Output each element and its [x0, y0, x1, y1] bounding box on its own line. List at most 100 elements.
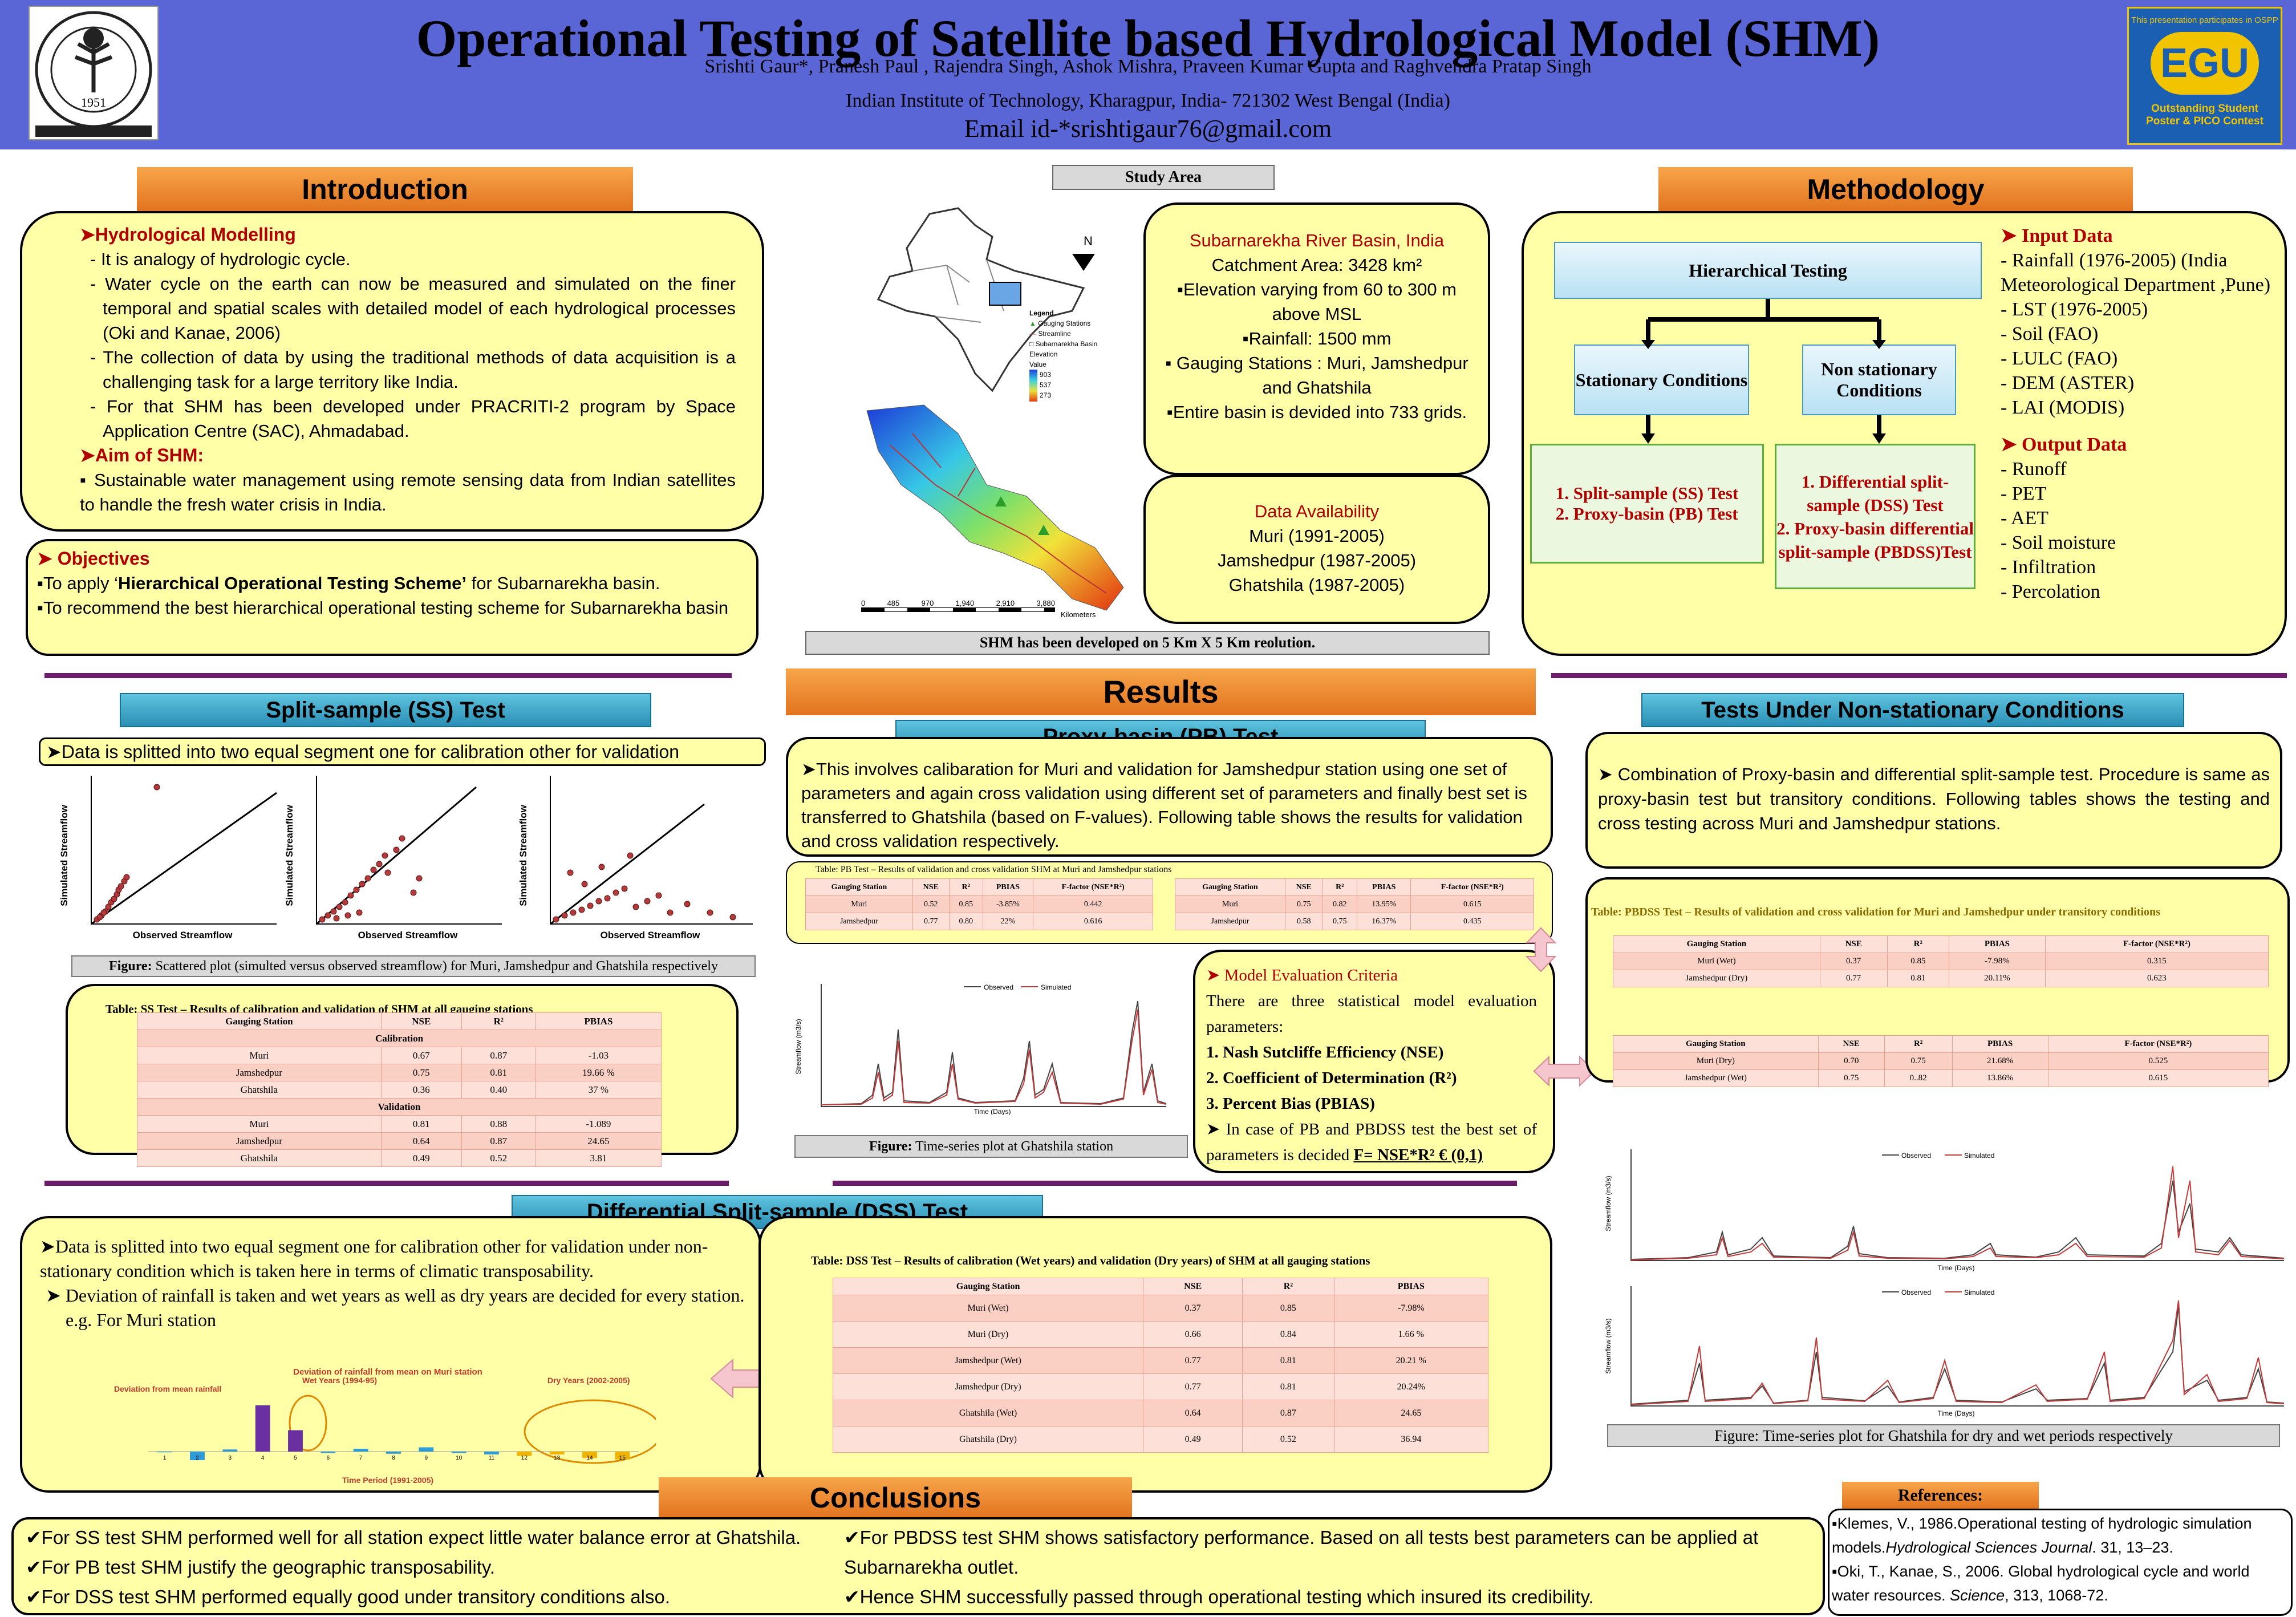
ss-figure-caption: Figure: Scattered plot (simulted versus … — [71, 955, 756, 977]
cell: 0.87 — [1242, 1400, 1334, 1426]
cell: 0.616 — [1033, 913, 1153, 930]
cell: Muri (Wet) — [832, 1295, 1144, 1322]
input-data-title: Input Data — [2022, 225, 2113, 246]
deviation-bar — [288, 1430, 303, 1452]
cell: Ghatshila — [137, 1149, 382, 1167]
iit-year: 1951 — [81, 95, 106, 110]
deviation-bar — [615, 1452, 630, 1460]
criteria-text: ➤ Model Evaluation Criteria There are th… — [1206, 966, 1537, 1164]
ts-xlabel: Time (Days) — [974, 1108, 1011, 1115]
cell: 0..82 — [1884, 1069, 1953, 1087]
criteria-item: 2. Coefficient of Determination (R²) — [1206, 1069, 1457, 1087]
pbdss-table-title: Table: PBDSS Test – Results of validatio… — [1591, 906, 2160, 918]
nonstationary-test: 2. Proxy-basin differential split-sample… — [1776, 518, 1974, 562]
cell: Muri (Dry) — [832, 1321, 1144, 1348]
scale-label: 0 — [861, 599, 866, 607]
scatter-ylabel: Simulated Streamflow — [59, 804, 70, 906]
table-row: Jamshedpur 0.75 0.81 19.66 % — [137, 1064, 662, 1081]
cell: 1.66 % — [1333, 1321, 1489, 1348]
scatter-plot-muri: Observed Streamflow Simulated Streamflow — [57, 770, 279, 941]
legend-simulated: Simulated — [1964, 1152, 1994, 1160]
stationary-box: Stationary Conditions — [1574, 345, 1749, 415]
input-item: - LULC (FAO) — [2001, 348, 2118, 369]
cell: 22% — [982, 913, 1034, 930]
cell: 24.65 — [535, 1132, 662, 1150]
reference-1-journal: Hydrological Sciences Journal — [1885, 1539, 2092, 1556]
scatter-ylabel: Simulated Streamflow — [284, 804, 295, 906]
reference-2: Oki, T., Kanae, S., 2006. Global hydrolo… — [1832, 1563, 2250, 1604]
study-caption: SHM has been developed on 5 Km X 5 Km re… — [805, 631, 1490, 655]
cell: Jamshedpur (Dry) — [1613, 970, 1820, 987]
col-header: Gauging Station — [805, 878, 913, 896]
cell: 0.64 — [380, 1132, 462, 1150]
affiliation: Indian Institute of Technology, Kharagpu… — [846, 90, 1450, 111]
divider — [1551, 673, 2287, 678]
col-header: Gauging Station — [137, 1012, 382, 1030]
col-header: Gauging Station — [832, 1278, 1144, 1295]
basin-line: ▪ Gauging Stations : Muri, Jamshedpur an… — [1165, 353, 1469, 398]
legend-item: Value — [1029, 360, 1046, 368]
pb-table-title: Table: PB Test – Results of validation a… — [816, 865, 1172, 874]
scatter-plot-ghatshila: Observed Streamflow Simulated Streamflow — [516, 770, 756, 941]
conclusions-right: ✔For PBDSS test SHM shows satisfactory p… — [844, 1527, 1759, 1607]
authors: Srishti Gaur*, Pranesh Paul , Rajendra S… — [704, 56, 1592, 77]
scatter-plot-jamshedpur: Observed Streamflow Simulated Streamflow — [282, 770, 505, 941]
col-header: Gauging Station — [1175, 878, 1285, 896]
cell: 13.86% — [1952, 1069, 2048, 1087]
col-header: Gauging Station — [1613, 935, 1820, 953]
cell: 0.40 — [461, 1081, 536, 1099]
intro-panel — [20, 211, 764, 532]
pb-text: ➤This involves calibaration for Muri and… — [801, 759, 1527, 851]
deviation-bar — [222, 1449, 238, 1452]
cell: 13.95% — [1357, 895, 1411, 913]
conclusions-heading: Conclusions — [659, 1477, 1132, 1518]
table-row: Jamshedpur (Wet) 0.77 0.81 20.21 % — [832, 1347, 1489, 1374]
basin-text: Subarnarekha River Basin, India Catchmen… — [1161, 228, 1473, 424]
table-row: Muri (Wet) 0.37 0.85 -7.98% — [832, 1295, 1489, 1322]
deviation-bar — [484, 1452, 499, 1454]
output-item: - Runoff — [2001, 459, 2067, 480]
cell: Jamshedpur (Wet) — [832, 1347, 1144, 1374]
reference-1: Klemes, V., 1986.Operational testing of … — [1832, 1515, 2252, 1556]
cell: 0.77 — [912, 913, 950, 930]
col-header: F-factor (NSE*R²) — [2045, 935, 2269, 953]
iit-logo: 1951 — [29, 6, 159, 140]
input-item: - DEM (ASTER) — [2001, 372, 2135, 394]
intro-text: ➤Hydrological Modelling - It is analogy … — [80, 224, 736, 514]
intro-h2: Aim of SHM: — [95, 445, 204, 465]
nonstationary-panel — [1585, 732, 2282, 869]
col-header: Gauging Station — [1613, 1035, 1819, 1053]
intro-item: Water cycle on the earth can now be meas… — [103, 274, 736, 343]
col-header: PBIAS — [1357, 878, 1411, 896]
cell: Jamshedpur (Wet) — [1613, 1069, 1819, 1087]
scale-label: 3,880 — [1036, 599, 1055, 607]
cell: 0.82 — [1322, 895, 1358, 913]
objectives-panel — [26, 539, 758, 656]
references-heading: References: — [1842, 1482, 2039, 1509]
output-item: - Percolation — [2001, 581, 2100, 602]
svg-text:N: N — [1084, 234, 1093, 248]
cell: Jamshedpur — [137, 1064, 382, 1081]
cell: 0.58 — [1284, 913, 1323, 930]
cell: 0.52 — [912, 895, 950, 913]
legend-simulated: Simulated — [1041, 983, 1071, 991]
cell: 0.77 — [1143, 1347, 1243, 1374]
nonstationary-text-body: Combination of Proxy-basin and different… — [1598, 764, 2270, 833]
table-row: Muri 0.81 0.88 -1.089 — [137, 1115, 662, 1133]
intro-heading: Introduction — [137, 167, 633, 212]
legend-value: 903 — [1040, 371, 1052, 379]
reference-2-journal: Science — [1950, 1587, 2005, 1604]
table-row: Muri (Dry) 0.70 0.75 21.68% 0.525 — [1613, 1052, 2269, 1070]
conclusions-left: ✔For SS test SHM performed well for all … — [26, 1527, 801, 1607]
map-legend: Legend ▲ Gauging Stations — Streamline □… — [1029, 308, 1109, 416]
cell: 0.52 — [1242, 1426, 1334, 1453]
intro-item: For that SHM has been developed under PR… — [103, 396, 736, 441]
figure-caption-text: Scattered plot (simulted versus observed… — [152, 959, 718, 974]
col-header: PBIAS — [982, 878, 1034, 896]
ts-xlabel: Time (Days) — [1938, 1264, 1975, 1272]
cell: 0.77 — [1143, 1373, 1243, 1400]
table-row: Ghatshila 0.36 0.40 37 % — [137, 1081, 662, 1099]
scale-bar — [861, 607, 1055, 612]
cell: 0.442 — [1033, 895, 1153, 913]
col-header: R² — [1884, 1035, 1953, 1053]
